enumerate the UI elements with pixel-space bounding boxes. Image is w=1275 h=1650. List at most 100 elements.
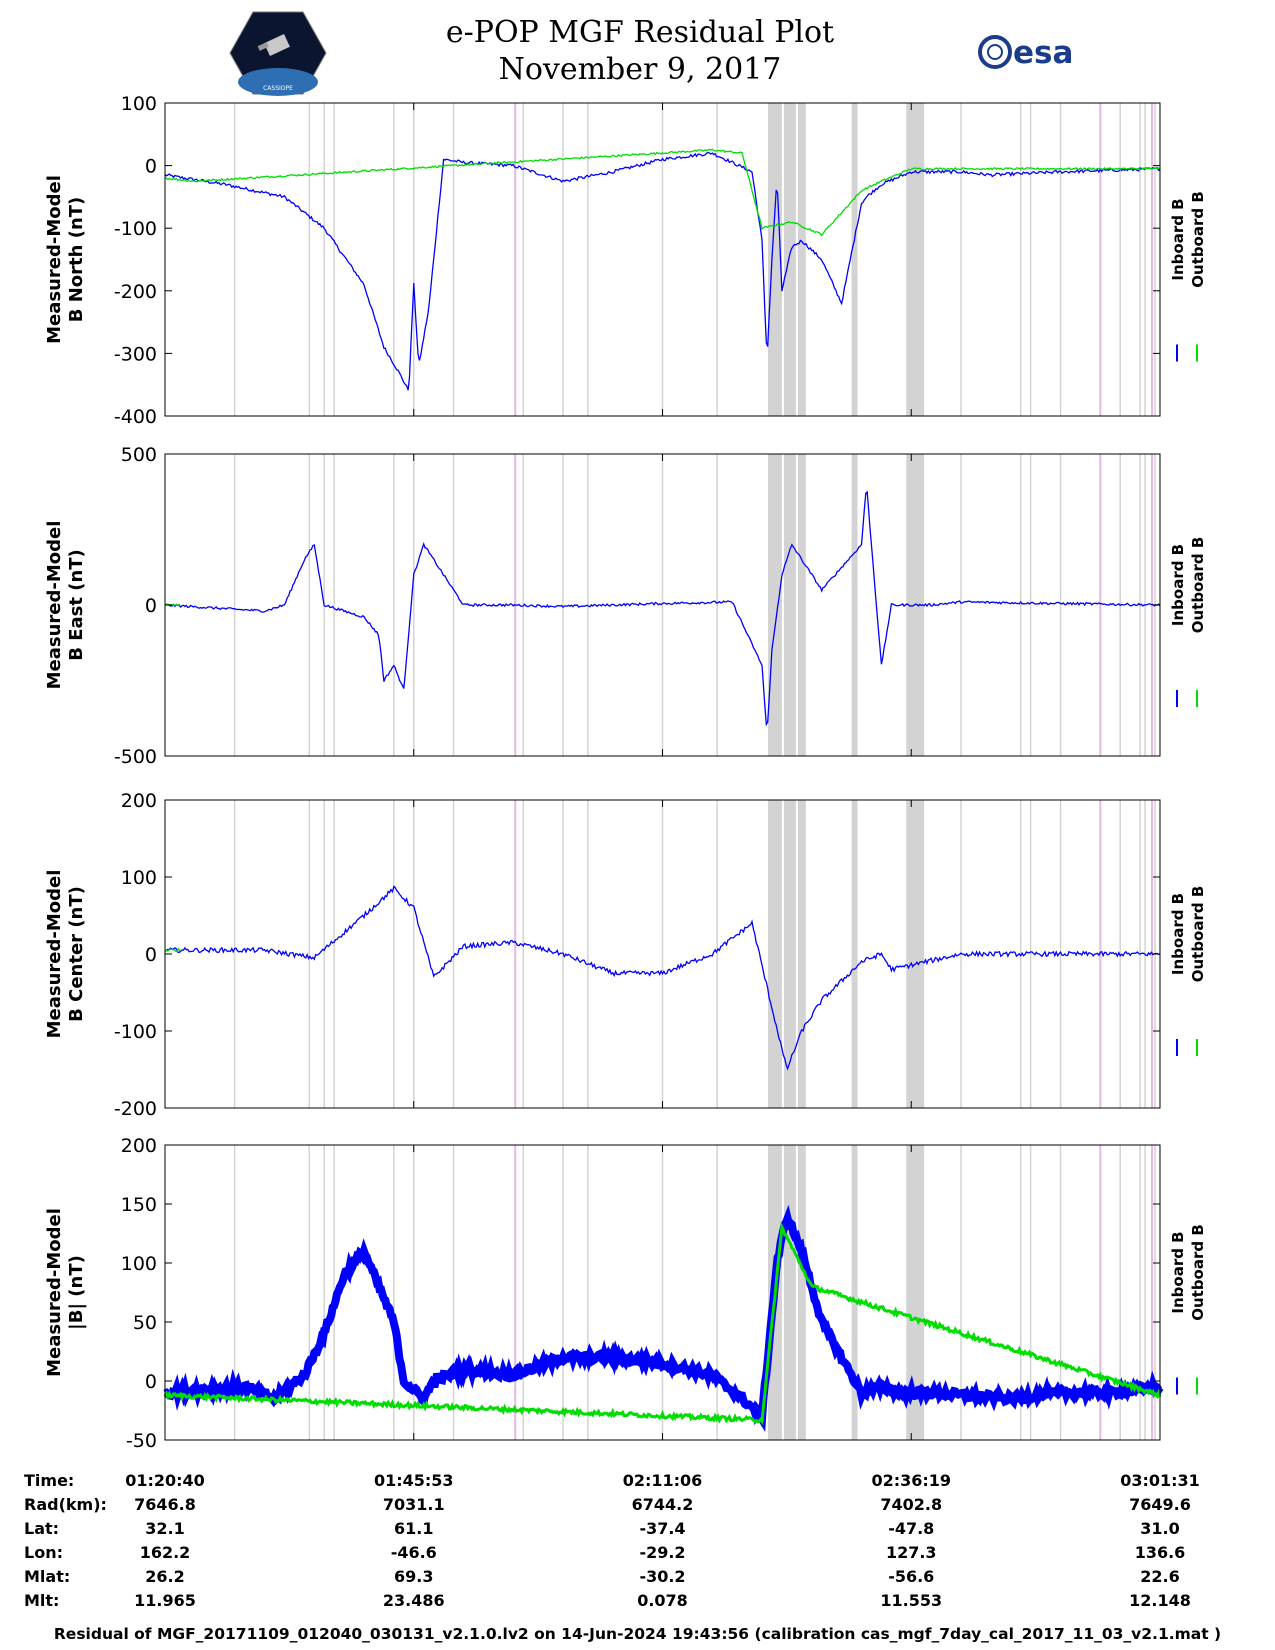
legend: Inboard B Outboard B bbox=[1169, 537, 1207, 707]
y-tick-label: -100 bbox=[114, 218, 157, 240]
panel-2: 500 0 -500 Measured-ModelB East (nT) Inboard… bbox=[44, 444, 1207, 768]
ephemeris-cell: 136.6 bbox=[1135, 1543, 1186, 1562]
y-axis-label-line: Measured-Model bbox=[44, 521, 65, 690]
y-tick-label: 0 bbox=[145, 595, 157, 617]
flag-band bbox=[797, 800, 806, 1108]
ephemeris-cell: 61.1 bbox=[394, 1519, 433, 1538]
y-tick-label: 200 bbox=[121, 790, 157, 812]
series-line-outboard bbox=[164, 947, 181, 953]
legend-inboard-label: Inboard B bbox=[1169, 1231, 1187, 1313]
flag-band bbox=[906, 1145, 925, 1440]
series-line-inboard bbox=[164, 490, 1161, 727]
flag-band bbox=[906, 800, 925, 1108]
y-tick-label: 50 bbox=[133, 1312, 157, 1334]
y-axis-label: Measured-ModelB East (nT) bbox=[44, 521, 87, 690]
footer-caption: Residual of MGF_20171109_012040_030131_v… bbox=[53, 1625, 1222, 1643]
y-axis-label: Measured-Model|B| (nT) bbox=[44, 1208, 87, 1377]
ephemeris-row-label: Mlat: bbox=[24, 1567, 70, 1586]
series-line-inboard bbox=[164, 151, 1160, 391]
flag-band bbox=[767, 103, 782, 416]
y-tick-label: -200 bbox=[114, 1098, 157, 1120]
y-tick-label: 200 bbox=[121, 1135, 157, 1157]
ephemeris-cell: 03:01:31 bbox=[1120, 1471, 1200, 1490]
ephemeris-cell: 7649.6 bbox=[1129, 1495, 1191, 1514]
ephemeris-cell: 127.3 bbox=[886, 1543, 937, 1562]
flag-band bbox=[851, 800, 858, 1108]
legend-outboard-label: Outboard B bbox=[1189, 537, 1207, 634]
series-line-outboard bbox=[164, 603, 181, 607]
title-block: e-POP MGF Residual Plot November 9, 2017 bbox=[400, 14, 880, 88]
y-tick-label: 0 bbox=[145, 944, 157, 966]
ephemeris-cell: -37.4 bbox=[639, 1519, 685, 1538]
ephemeris-cell: 12.148 bbox=[1129, 1591, 1191, 1610]
y-axis-label-line: |B| (nT) bbox=[66, 1255, 87, 1330]
y-tick-label: 100 bbox=[121, 93, 157, 115]
ephemeris-row-label: Mlt: bbox=[24, 1591, 59, 1610]
flag-band bbox=[783, 103, 796, 416]
y-tick-label: -500 bbox=[114, 746, 157, 768]
ephemeris-cell: 01:20:40 bbox=[125, 1471, 205, 1490]
ephemeris-cell: 7402.8 bbox=[880, 1495, 942, 1514]
legend-outboard-label: Outboard B bbox=[1189, 1224, 1207, 1321]
y-tick-label: 100 bbox=[121, 1253, 157, 1275]
panel-1: 100 0 -100 -200 -300 -400 Measured-ModelB Nort… bbox=[44, 93, 1207, 428]
y-axis-label: Measured-ModelB Center (nT) bbox=[44, 870, 87, 1039]
panel-3: 200 100 0 -100 -200 Measured-ModelB Center (n… bbox=[44, 790, 1207, 1120]
legend: Inboard B Outboard B bbox=[1169, 886, 1207, 1056]
flag-band bbox=[797, 454, 806, 756]
series-line-outboard bbox=[164, 148, 1161, 237]
y-tick-label: 100 bbox=[121, 867, 157, 889]
panel-4: 200 150 100 50 0 -50 Measured-Model|B| (nT) Inb… bbox=[44, 1135, 1207, 1452]
legend-inboard-label: Inboard B bbox=[1169, 198, 1187, 280]
ephemeris-row-label: Rad(km): bbox=[24, 1495, 107, 1514]
ephemeris-cell: -56.6 bbox=[888, 1567, 934, 1586]
flag-band bbox=[797, 103, 806, 416]
legend: Inboard B Outboard B bbox=[1169, 191, 1207, 362]
flag-band bbox=[851, 103, 858, 416]
y-axis-label-line: B East (nT) bbox=[66, 549, 87, 661]
y-tick-label: -50 bbox=[126, 1430, 157, 1452]
y-tick-label: 150 bbox=[121, 1194, 157, 1216]
ephemeris-row-label: Lon: bbox=[24, 1543, 63, 1562]
ephemeris-cell: 6744.2 bbox=[632, 1495, 694, 1514]
flag-band bbox=[783, 1145, 796, 1440]
ephemeris-cell: 31.0 bbox=[1140, 1519, 1179, 1538]
legend: Inboard B Outboard B bbox=[1169, 1224, 1207, 1395]
series-line-outboard bbox=[163, 1221, 1162, 1426]
ephemeris-cell: 7031.1 bbox=[383, 1495, 445, 1514]
y-tick-label: -300 bbox=[114, 343, 157, 365]
y-tick-label: 0 bbox=[145, 156, 157, 178]
mission-logo: CASSIOPE bbox=[228, 10, 328, 100]
y-tick-label: -200 bbox=[114, 281, 157, 303]
ephemeris-cell: 7646.8 bbox=[134, 1495, 196, 1514]
y-tick-label: -400 bbox=[114, 406, 157, 428]
ephemeris-row-label: Time: bbox=[24, 1471, 74, 1490]
ephemeris-cell: 22.6 bbox=[1140, 1567, 1179, 1586]
flag-band bbox=[851, 454, 858, 756]
ephemeris-cell: 11.965 bbox=[134, 1591, 196, 1610]
y-axis-label-line: B North (nT) bbox=[66, 197, 87, 323]
ephemeris-cell: 26.2 bbox=[145, 1567, 184, 1586]
flag-band bbox=[797, 1145, 806, 1440]
y-axis-label: Measured-ModelB North (nT) bbox=[44, 175, 87, 344]
flag-band bbox=[851, 1145, 858, 1440]
y-tick-label: 500 bbox=[121, 444, 157, 466]
series-line-inboard bbox=[164, 885, 1161, 1071]
y-tick-label: -100 bbox=[114, 1021, 157, 1043]
flag-band bbox=[783, 454, 796, 756]
ephemeris-cell: 32.1 bbox=[145, 1519, 184, 1538]
ephemeris-cell: -46.6 bbox=[391, 1543, 437, 1562]
ephemeris-cell: 0.078 bbox=[637, 1591, 688, 1610]
esa-logo-text: esa bbox=[1013, 35, 1073, 71]
ephemeris-cell: -30.2 bbox=[639, 1567, 685, 1586]
y-axis-label-line: Measured-Model bbox=[44, 1208, 65, 1377]
flag-band bbox=[906, 103, 925, 416]
plot-date: November 9, 2017 bbox=[498, 52, 782, 87]
y-axis-label-line: Measured-Model bbox=[44, 870, 65, 1039]
flag-band bbox=[767, 454, 782, 756]
ephemeris-cell: 02:11:06 bbox=[623, 1471, 703, 1490]
esa-logo: esa bbox=[975, 30, 1095, 78]
ephemeris-cell: 69.3 bbox=[394, 1567, 433, 1586]
flag-band bbox=[767, 800, 782, 1108]
